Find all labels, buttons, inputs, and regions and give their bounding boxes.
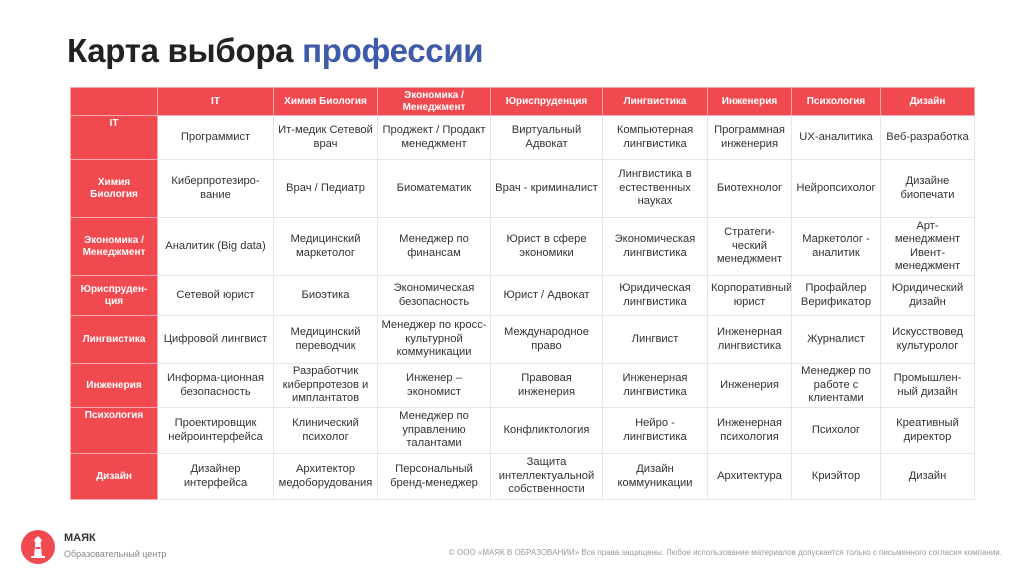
table-cell: Менеджер по работе с клиентами bbox=[791, 363, 881, 408]
row-header: IT bbox=[70, 115, 158, 160]
table-cell: Инженерия bbox=[707, 363, 792, 408]
table-cell: Цифровой лингвист bbox=[157, 315, 274, 364]
table-cell: Киберпротезиро-вание bbox=[157, 159, 274, 218]
table-cell: Клинический психолог bbox=[273, 407, 378, 454]
table-cell: Биоматематик bbox=[377, 159, 491, 218]
column-header: Психология bbox=[791, 87, 881, 116]
table-cell: Ит-медик Сетевой врач bbox=[273, 115, 378, 160]
table-cell: Архитектура bbox=[707, 453, 792, 500]
row-header: Инженерия bbox=[70, 363, 158, 408]
column-header: Химия Биология bbox=[273, 87, 378, 116]
table-cell: Медицинский маркетолог bbox=[273, 217, 378, 276]
page-title: Карта выбора профессии bbox=[67, 32, 484, 70]
column-header: Дизайн bbox=[880, 87, 975, 116]
row-header: Экономика / Менеджмент bbox=[70, 217, 158, 276]
table-cell: Маркетолог - аналитик bbox=[791, 217, 881, 276]
table-cell: Компьютерная лингвистика bbox=[602, 115, 708, 160]
table-row: Лингвистика Цифровой лингвист Медицински… bbox=[70, 315, 975, 364]
table-cell: Арт-менеджмент Ивент-менеджмент bbox=[880, 217, 975, 276]
table-cell: Лингвистика в естественных науках bbox=[602, 159, 708, 218]
table-cell: Менеджер по управлению талантами bbox=[377, 407, 491, 454]
row-header: Юриспруден-ция bbox=[70, 275, 158, 316]
table-cell: Дизайн коммуникации bbox=[602, 453, 708, 500]
column-header: Лингвистика bbox=[602, 87, 708, 116]
table-cell: Программист bbox=[157, 115, 274, 160]
table-row: Юриспруден-ция Сетевой юрист Биоэтика Эк… bbox=[70, 275, 975, 316]
table-cell: Информа-ционная безопасность bbox=[157, 363, 274, 408]
table-cell: Конфликтология bbox=[490, 407, 603, 454]
table-cell: Дизайне биопечати bbox=[880, 159, 975, 218]
table-cell: Дизайн bbox=[880, 453, 975, 500]
brand-subtitle: Образовательный центр bbox=[64, 549, 167, 559]
table-cell: Международное право bbox=[490, 315, 603, 364]
table-cell: Менеджер по финансам bbox=[377, 217, 491, 276]
column-header: IT bbox=[157, 87, 274, 116]
table-cell: Инженерная лингвистика bbox=[602, 363, 708, 408]
table-row: Химия Биология Киберпротезиро-вание Врач… bbox=[70, 159, 975, 218]
table-row: Психология Проектировщик нейроинтерфейса… bbox=[70, 407, 975, 454]
table-cell: Экономическая безопасность bbox=[377, 275, 491, 316]
table-cell: Персональный бренд-менеджер bbox=[377, 453, 491, 500]
title-accent: профессии bbox=[302, 32, 484, 69]
copyright-notice: © ООО «МАЯК В ОБРАЗОВАНИИ» Все права защ… bbox=[448, 548, 1002, 557]
table-cell: Экономическая лингвистика bbox=[602, 217, 708, 276]
table-cell: Медицинский переводчик bbox=[273, 315, 378, 364]
table-cell: Журналист bbox=[791, 315, 881, 364]
table-row: Инженерия Информа-ционная безопасность Р… bbox=[70, 363, 975, 408]
table-cell: Креативный директор bbox=[880, 407, 975, 454]
profession-matrix: IT Химия Биология Экономика / Менеджмент… bbox=[70, 87, 975, 500]
table-cell: Аналитик (Big data) bbox=[157, 217, 274, 276]
table-cell: UX-аналитика bbox=[791, 115, 881, 160]
table-cell: Промышлен-ный дизайн bbox=[880, 363, 975, 408]
header-row: IT Химия Биология Экономика / Менеджмент… bbox=[70, 87, 975, 116]
table-cell: Нейропсихолог bbox=[791, 159, 881, 218]
table-cell: Криэйтор bbox=[791, 453, 881, 500]
table-row: IT Программист Ит-медик Сетевой врач Про… bbox=[70, 115, 975, 160]
table-cell: Психолог bbox=[791, 407, 881, 454]
table-cell: Лингвист bbox=[602, 315, 708, 364]
table-cell: Защита интеллектуальной собственности bbox=[490, 453, 603, 500]
lighthouse-icon bbox=[21, 530, 55, 564]
table-cell: Нейро - лингвистика bbox=[602, 407, 708, 454]
table-cell: Врач - криминалист bbox=[490, 159, 603, 218]
column-header: Экономика / Менеджмент bbox=[377, 87, 491, 116]
table-cell: Разработчик киберпротезов и имплантатов bbox=[273, 363, 378, 408]
table-cell: Профайлер Верификатор bbox=[791, 275, 881, 316]
table-cell: Инженерная психология bbox=[707, 407, 792, 454]
table-cell: Сетевой юрист bbox=[157, 275, 274, 316]
table-cell: Юридическая лингвистика bbox=[602, 275, 708, 316]
table-cell: Веб-разработка bbox=[880, 115, 975, 160]
row-header: Химия Биология bbox=[70, 159, 158, 218]
table-cell: Программная инженерия bbox=[707, 115, 792, 160]
brand-name: МАЯК bbox=[64, 532, 96, 544]
table-cell: Архитектор медоборудования bbox=[273, 453, 378, 500]
row-header: Лингвистика bbox=[70, 315, 158, 364]
table-cell: Биотехнолог bbox=[707, 159, 792, 218]
table-cell: Инженер – экономист bbox=[377, 363, 491, 408]
table-row: Экономика / Менеджмент Аналитик (Big dat… bbox=[70, 217, 975, 276]
table-cell: Корпоративный юрист bbox=[707, 275, 792, 316]
table-cell: Инженерная лингвистика bbox=[707, 315, 792, 364]
table-cell: Менеджер по кросс-культурной коммуникаци… bbox=[377, 315, 491, 364]
table-cell: Биоэтика bbox=[273, 275, 378, 316]
column-header: Инженерия bbox=[707, 87, 792, 116]
row-header: Психология bbox=[70, 407, 158, 454]
table-cell: Юрист в сфере экономики bbox=[490, 217, 603, 276]
table-row: Дизайн Дизайнер интерфейса Архитектор ме… bbox=[70, 453, 975, 500]
title-main: Карта выбора bbox=[67, 32, 294, 69]
table-cell: Проджект / Продакт менеджмент bbox=[377, 115, 491, 160]
table-cell: Дизайнер интерфейса bbox=[157, 453, 274, 500]
table-cell: Искусствовед культуролог bbox=[880, 315, 975, 364]
table-cell: Виртуальный Адвокат bbox=[490, 115, 603, 160]
row-header: Дизайн bbox=[70, 453, 158, 500]
table-cell: Юридический дизайн bbox=[880, 275, 975, 316]
table-cell: Юрист / Адвокат bbox=[490, 275, 603, 316]
table-cell: Правовая инженерия bbox=[490, 363, 603, 408]
table-cell: Врач / Педиатр bbox=[273, 159, 378, 218]
column-header: Юриспруденция bbox=[490, 87, 603, 116]
table-cell: Стратеги-ческий менеджмент bbox=[707, 217, 792, 276]
corner-cell bbox=[70, 87, 158, 116]
table-cell: Проектировщик нейроинтерфейса bbox=[157, 407, 274, 454]
